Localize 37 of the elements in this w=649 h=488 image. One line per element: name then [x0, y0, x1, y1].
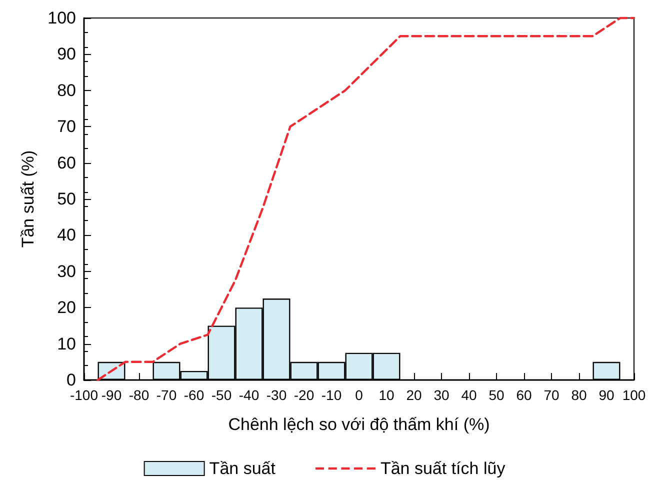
y-tick-label: 40: [57, 226, 76, 245]
y-tick-label: 30: [57, 262, 76, 281]
x-tick-label: 90: [598, 387, 614, 403]
x-tick-label: -50: [211, 387, 232, 403]
x-tick-label: 30: [434, 387, 450, 403]
y-tick-label: 90: [57, 44, 76, 64]
x-tick-label: -60: [184, 387, 204, 403]
y-tick-label: 100: [48, 8, 76, 28]
x-tick-label: -80: [128, 387, 150, 403]
y-tick-label: 20: [57, 298, 76, 318]
x-tick-label: 40: [461, 387, 477, 403]
x-tick-label: -40: [238, 387, 260, 403]
x-tick-label: -20: [294, 387, 314, 403]
y-tick-label: 70: [57, 117, 76, 136]
x-axis-title: Chênh lệch so với độ thấm khí (%): [228, 415, 490, 434]
line-series: [96, 16, 636, 382]
x-tick-label: -30: [266, 387, 287, 403]
y-tick-label: 60: [57, 153, 76, 172]
x-tick-label: -10: [321, 387, 342, 403]
x-tick-label: 60: [516, 387, 532, 403]
x-tick-label: 80: [571, 387, 587, 403]
x-tick-label: 10: [378, 387, 394, 403]
x-tick-label: 0: [355, 387, 364, 403]
x-tick-label: -100: [70, 387, 98, 403]
y-tick-label: 0: [66, 370, 76, 390]
x-tick-label: 50: [488, 387, 504, 403]
x-tick-label: 100: [622, 387, 646, 403]
y-tick-label: 80: [57, 80, 76, 100]
legend-label: Tần suất tích lũy: [380, 459, 506, 478]
x-tick-label: -90: [101, 387, 122, 403]
y-tick-label: 50: [57, 190, 76, 208]
y-axis-title: Tần suất (%): [18, 150, 38, 248]
x-tick-label: 20: [406, 387, 422, 403]
x-tick-label: -70: [156, 387, 177, 403]
y-tick-label: 10: [57, 334, 76, 354]
x-tick-label: 70: [544, 387, 560, 403]
legend-label: Tần suất: [209, 459, 276, 478]
